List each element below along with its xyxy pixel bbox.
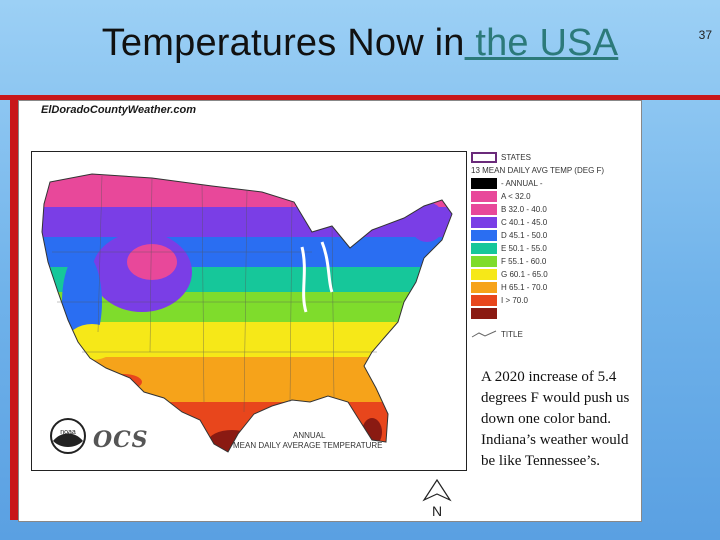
legend-extra-row [471, 307, 639, 320]
legend-class-label: F 55.1 - 60.0 [501, 257, 547, 266]
noaa-logo-text: noaa [60, 429, 76, 436]
legend-swatch-e [471, 243, 497, 254]
legend-class-row: B 32.0 - 40.0 [471, 203, 639, 216]
legend-class-label: A < 32.0 [501, 192, 531, 201]
legend-title-label: TITLE [501, 330, 523, 339]
title-line-icon [471, 330, 497, 338]
legend-swatch-c [471, 217, 497, 228]
noaa-logo-icon: noaa [50, 418, 86, 454]
map-legend: STATES 13 MEAN DAILY AVG TEMP (DEG F) - … [471, 151, 639, 341]
legend-states-row: STATES [471, 151, 639, 164]
legend-heading-row: 13 MEAN DAILY AVG TEMP (DEG F) [471, 164, 639, 177]
accent-bar [0, 95, 720, 100]
legend-swatch-d [471, 230, 497, 241]
legend-swatch-b [471, 204, 497, 215]
legend-class-label: E 50.1 - 55.0 [501, 244, 547, 253]
legend-class-label: G 60.1 - 65.0 [501, 270, 548, 279]
title-link[interactable]: the USA [464, 22, 619, 64]
legend-class-row: F 55.1 - 60.0 [471, 255, 639, 268]
north-arrow-icon: N [422, 478, 452, 519]
note-text: A 2020 increase of 5.4 degrees F would p… [476, 364, 636, 496]
legend-class-label: I > 70.0 [501, 296, 528, 305]
map-caption-line1: ANNUAL [293, 431, 326, 440]
site-label: ElDoradoCountyWeather.com [41, 104, 197, 116]
page-number: 37 [698, 28, 712, 42]
legend-class-row: E 50.1 - 55.0 [471, 242, 639, 255]
map-caption-line2: MEAN DAILY AVERAGE TEMPERATURE [233, 441, 383, 450]
legend-class-row: A < 32.0 [471, 190, 639, 203]
legend-swatch-a [471, 178, 497, 189]
legend-title-row: TITLE [471, 328, 639, 341]
legend-class-label: D 45.1 - 50.0 [501, 231, 548, 240]
accent-side-bar [10, 100, 20, 520]
temperature-map-image: ElDoradoCountyWeather.com [18, 100, 642, 522]
legend-annual-label: - ANNUAL - [501, 179, 543, 188]
legend-swatch-i [471, 295, 497, 306]
ocs-logo: OCS [93, 427, 149, 453]
legend-states-swatch [471, 152, 497, 163]
north-label: N [432, 503, 442, 519]
legend-class-row: D 45.1 - 50.0 [471, 229, 639, 242]
legend-swatch-h [471, 282, 497, 293]
legend-swatch-extra [471, 308, 497, 319]
legend-states-label: STATES [501, 153, 531, 162]
legend-class-row: I > 70.0 [471, 294, 639, 307]
map-caption: ANNUAL MEAN DAILY AVERAGE TEMPERATURE [233, 431, 383, 451]
slide-title: Temperatures Now in the USA [0, 22, 720, 65]
legend-swatch-a2 [471, 191, 497, 202]
legend-annual-row: - ANNUAL - [471, 177, 639, 190]
legend-heading: 13 MEAN DAILY AVG TEMP (DEG F) [471, 166, 605, 175]
title-prefix: Temperatures Now in [101, 22, 465, 64]
usa-map-graphic [32, 152, 466, 470]
legend-class-row: C 40.1 - 45.0 [471, 216, 639, 229]
legend-class-label: C 40.1 - 45.0 [501, 218, 548, 227]
legend-class-label: H 65.1 - 70.0 [501, 283, 548, 292]
legend-class-row: G 60.1 - 65.0 [471, 268, 639, 281]
legend-class-row: H 65.1 - 70.0 [471, 281, 639, 294]
legend-class-label: B 32.0 - 40.0 [501, 205, 547, 214]
legend-swatch-f [471, 256, 497, 267]
legend-swatch-g [471, 269, 497, 280]
usa-map [31, 151, 467, 471]
